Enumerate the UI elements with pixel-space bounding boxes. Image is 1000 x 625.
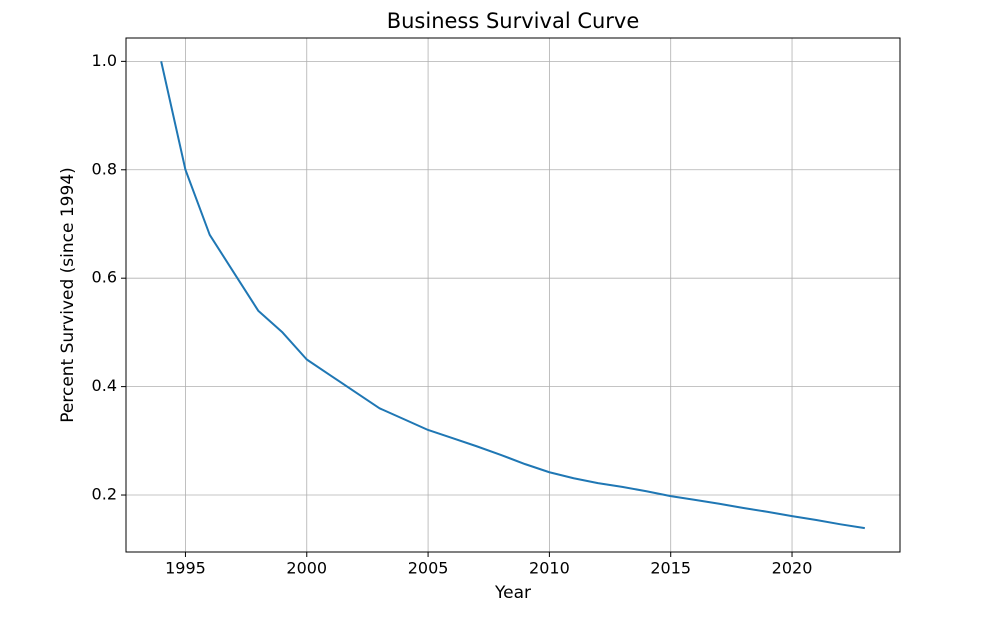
y-tick-label: 0.6: [92, 268, 117, 287]
x-tick-label: 2005: [408, 559, 449, 578]
x-tick-label: 2015: [650, 559, 691, 578]
x-tick-label: 2020: [772, 559, 813, 578]
data-line: [160, 61, 865, 530]
y-tick-label: 0.8: [92, 159, 117, 178]
x-tick-label: 1995: [165, 559, 206, 578]
x-axis-label: Year: [494, 583, 531, 603]
x-tick-label: 2010: [529, 559, 570, 578]
chart-title: Business Survival Curve: [387, 9, 640, 33]
y-tick-label: 0.2: [92, 485, 117, 504]
y-axis-label: Percent Survived (since 1994): [58, 167, 78, 423]
y-tick-label: 0.4: [92, 376, 117, 395]
plot-frame: [125, 37, 901, 553]
x-tick-label: 2000: [286, 559, 327, 578]
y-tick-label: 1.0: [92, 51, 117, 70]
